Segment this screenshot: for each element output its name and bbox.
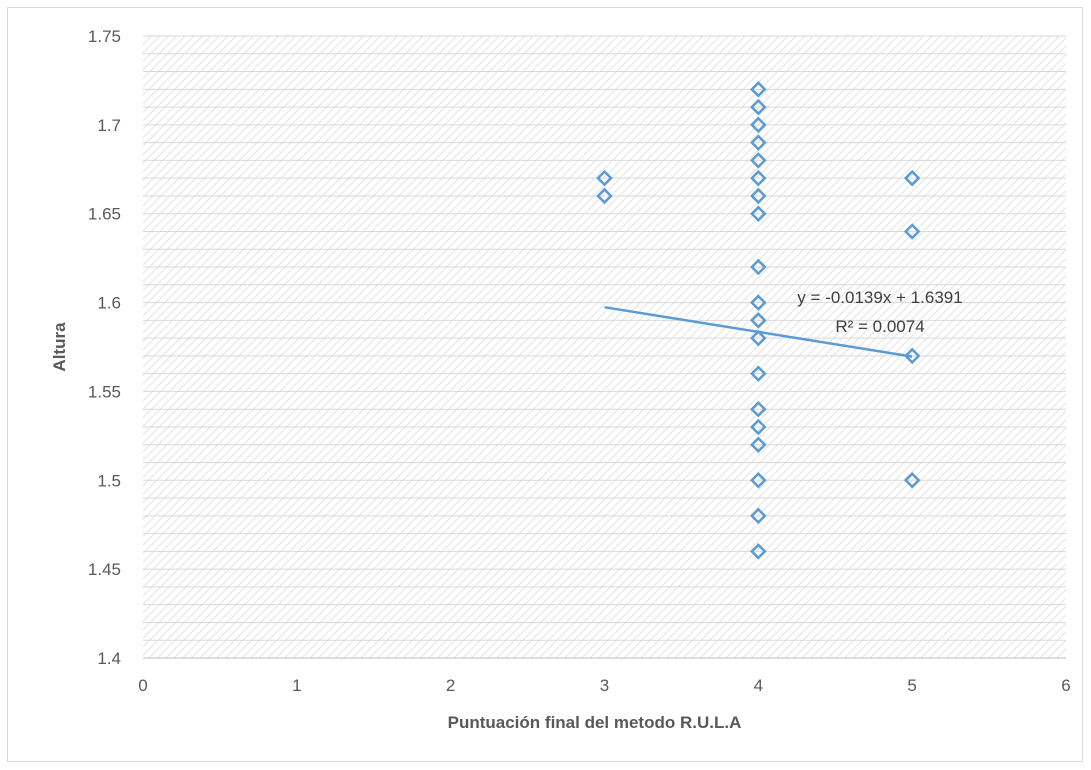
x-tick-label: 0 [138,676,147,695]
y-tick-label: 1.4 [97,649,121,668]
tick-labels: 1.4 1.45 1.5 1.55 1.6 1.65 1.7 1.75 0 1 2 3 4 5 6 [88,27,1071,695]
data-point [750,98,767,116]
y-tick-label: 1.45 [88,560,121,579]
y-tick-label: 1.5 [97,471,121,490]
data-point [750,116,767,134]
data-point [750,152,767,169]
y-tick-label: 1.6 [97,294,121,313]
data-point [750,205,767,222]
data-point [750,507,767,525]
y-axis-title: Altura [50,322,69,372]
data-point [750,436,767,454]
data-points [596,81,921,560]
data-point [596,187,613,205]
data-point [750,169,767,187]
data-point [750,187,767,205]
y-tick-label: 1.7 [97,116,121,135]
y-tick-label: 1.55 [88,382,121,401]
data-point [750,134,767,151]
data-point [750,418,767,436]
x-tick-label: 3 [600,676,609,695]
data-point [903,347,921,365]
data-point [750,312,767,329]
data-point [750,294,767,311]
data-point [750,400,767,418]
x-tick-label: 1 [292,676,301,695]
trendline-r-squared: R² = 0.0074 [835,317,924,336]
x-tick-label: 2 [446,676,455,695]
trendline-equation: y = -0.0139x + 1.6391 [797,288,962,307]
x-tick-label: 6 [1061,676,1070,695]
plot-area [143,36,1066,658]
data-point [903,169,921,187]
data-point [903,223,921,240]
x-tick-label: 5 [907,676,916,695]
data-point [750,365,767,382]
data-point [750,258,767,276]
data-point [750,543,767,560]
data-point [750,329,767,347]
data-point [750,472,767,489]
x-axis-title: Puntuación final del metodo R.U.L.A [448,713,742,732]
gridlines [143,35,1066,659]
data-point [903,472,921,489]
data-point [596,169,613,187]
y-tick-label: 1.75 [88,27,121,46]
x-tick-label: 4 [754,676,763,695]
data-point [750,81,767,98]
y-tick-label: 1.65 [88,205,121,224]
